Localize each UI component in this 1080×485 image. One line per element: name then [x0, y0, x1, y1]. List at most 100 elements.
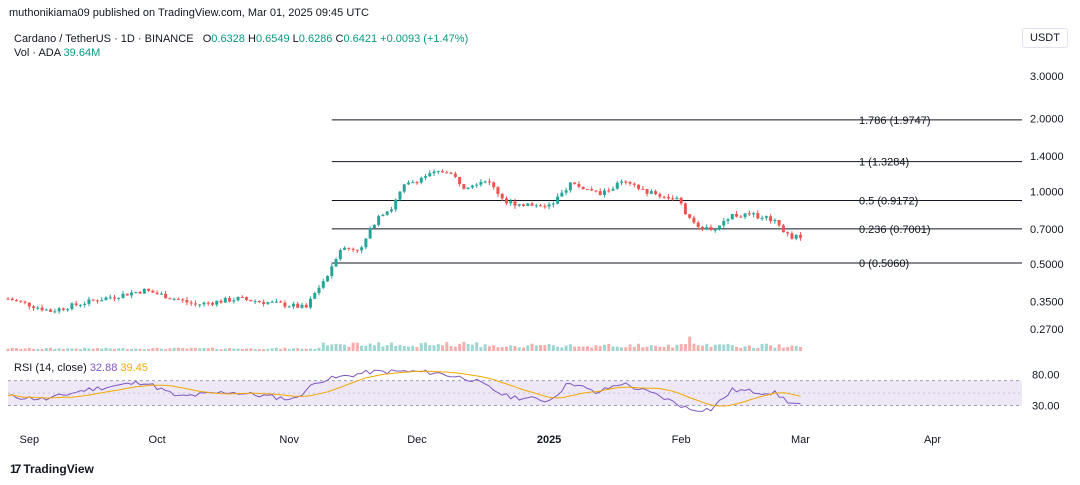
volume-bar	[66, 348, 70, 351]
candle-body	[466, 187, 470, 189]
candle-body	[479, 181, 483, 185]
volume-bar	[347, 346, 351, 351]
candle-body	[696, 222, 700, 227]
volume-bar	[176, 347, 180, 351]
volume-bar	[257, 349, 261, 351]
volume-bar	[432, 345, 436, 351]
rsi-label: RSI (14, close)	[14, 362, 87, 374]
candle-body	[398, 191, 402, 200]
candle-body	[313, 293, 317, 299]
candle-body	[372, 224, 376, 229]
candle-body	[530, 203, 534, 206]
volume-bar	[334, 343, 338, 351]
volume-bar	[752, 347, 756, 351]
volume-bar	[74, 348, 78, 351]
currency-button[interactable]: USDT	[1022, 28, 1068, 48]
volume-bar	[620, 347, 624, 351]
candle-body	[151, 290, 155, 293]
volume-bar	[773, 347, 777, 351]
candle-body	[453, 173, 457, 177]
volume-bar	[585, 346, 589, 351]
open-value: 0.6328	[211, 33, 245, 45]
candle-body	[19, 300, 23, 302]
volume-bar	[675, 344, 679, 351]
volume-bar	[70, 348, 74, 351]
time-tick-label: Dec	[407, 434, 427, 446]
candle-body	[83, 303, 87, 305]
volume-bar	[406, 346, 410, 351]
candle-body	[334, 259, 338, 267]
candle-body	[705, 227, 709, 229]
volume-bar	[781, 347, 785, 351]
volume-bar	[202, 348, 206, 351]
candle-body	[61, 308, 65, 310]
time-tick-label: 2025	[537, 434, 561, 446]
volume-bar	[10, 347, 14, 351]
candle-body	[232, 300, 236, 302]
candle-body	[607, 190, 611, 192]
candle-body	[556, 196, 560, 204]
volume-bar	[756, 347, 760, 351]
candle-body	[513, 201, 517, 206]
volume-bar	[44, 348, 48, 351]
time-tick-label: Oct	[149, 434, 166, 446]
volume-bar	[573, 346, 577, 351]
volume-bar	[377, 342, 381, 351]
volume-bar	[453, 346, 457, 351]
volume-bar	[321, 342, 325, 351]
volume-bar	[722, 344, 726, 351]
volume-bar	[692, 343, 696, 351]
candle-body	[683, 203, 687, 215]
candle-body	[679, 197, 683, 204]
volume-bar	[134, 348, 138, 351]
volume-bar	[688, 336, 692, 351]
volume-bar	[764, 343, 768, 351]
volume-bar	[193, 347, 197, 351]
candle-body	[10, 298, 14, 301]
candle-body	[223, 298, 227, 303]
candle-body	[338, 249, 342, 260]
volume-bar	[658, 346, 662, 351]
price-tick-label: 0.7000	[1030, 224, 1064, 236]
volume-bar	[394, 345, 398, 351]
volume-bar	[556, 346, 560, 351]
volume-bar	[326, 345, 330, 351]
volume-bar	[632, 346, 636, 351]
candle-body	[445, 172, 449, 174]
volume-bar	[53, 348, 57, 351]
candle-body	[628, 182, 632, 184]
candle-body	[317, 287, 321, 294]
candle-body	[547, 204, 551, 207]
candle-body	[522, 204, 526, 206]
volume-bar	[36, 348, 40, 351]
candle-body	[641, 188, 645, 190]
volume-bar	[581, 346, 585, 351]
candle-body	[168, 298, 172, 300]
candle-body	[598, 191, 602, 195]
volume-bar	[411, 345, 415, 351]
candle-body	[760, 217, 764, 219]
candle-body	[713, 229, 717, 231]
candle-body	[662, 196, 666, 198]
candle-body	[185, 300, 189, 303]
brand-name: TradingView	[23, 462, 94, 476]
volume-bar	[232, 348, 236, 351]
candle-body	[134, 291, 138, 293]
volume-bar	[343, 344, 347, 351]
volume-bar	[479, 347, 483, 351]
time-tick-label: Apr	[924, 434, 941, 446]
volume-bar	[662, 347, 666, 351]
fib-label: 0.236 (0.7001)	[859, 224, 931, 236]
volume-bar	[338, 344, 342, 351]
volume-bar	[142, 349, 146, 351]
candle-body	[95, 300, 99, 302]
candle-body	[100, 300, 104, 302]
candle-body	[121, 293, 125, 298]
volume-bar	[159, 348, 163, 351]
candle-body	[620, 181, 624, 183]
volume-bar	[309, 348, 312, 351]
candle-body	[155, 292, 159, 294]
candle-body	[249, 299, 253, 302]
volume-bar	[517, 347, 521, 351]
